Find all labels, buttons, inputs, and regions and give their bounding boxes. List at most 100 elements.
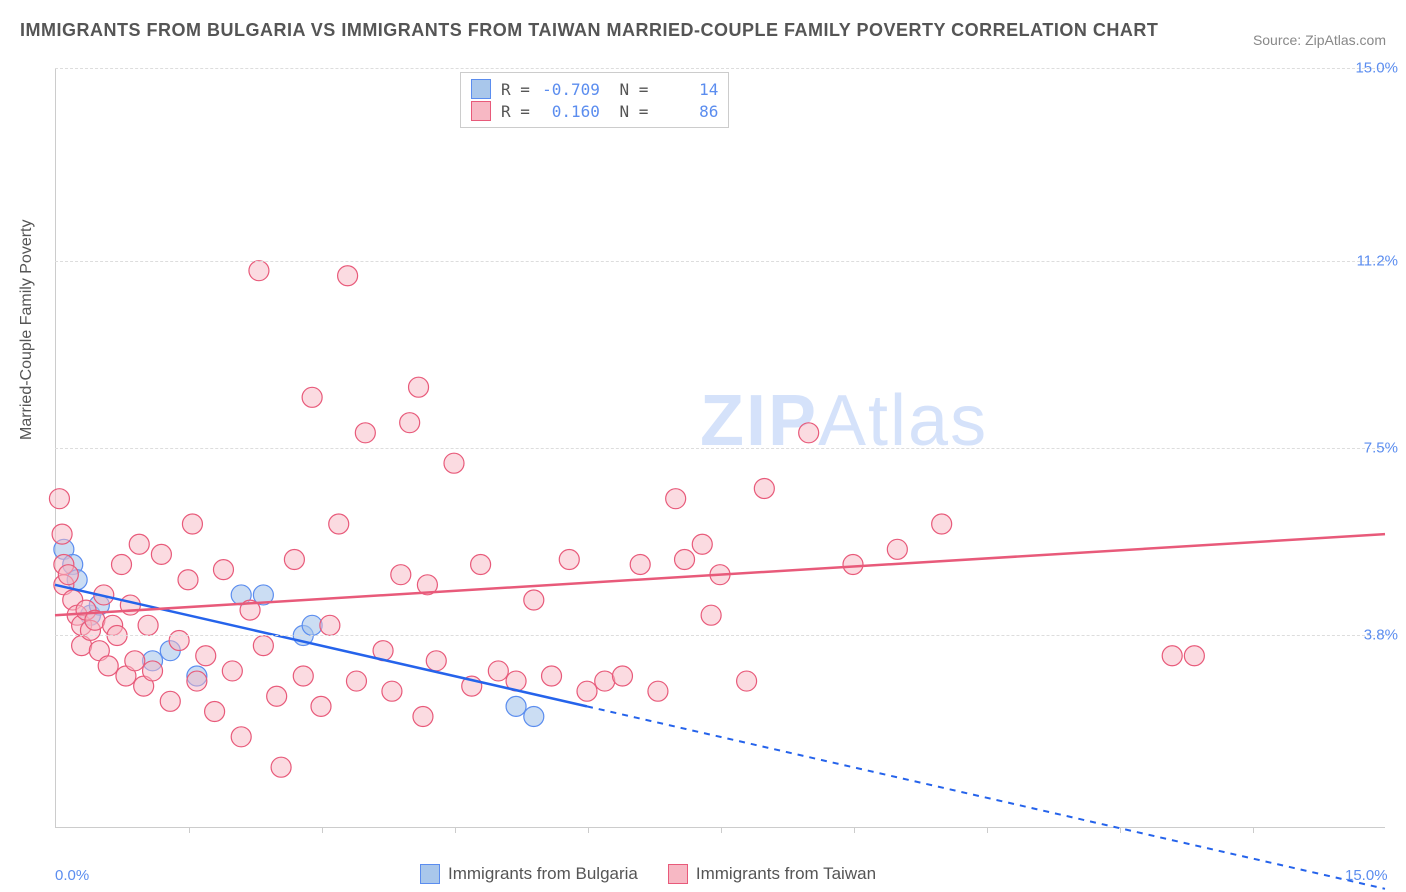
data-point	[355, 423, 375, 443]
data-point	[932, 514, 952, 534]
legend-swatch	[471, 101, 491, 121]
data-point	[284, 549, 304, 569]
stat-r-value: -0.709	[540, 80, 600, 99]
data-point	[612, 666, 632, 686]
data-point	[311, 696, 331, 716]
gridline	[55, 261, 1385, 262]
data-point	[293, 666, 313, 686]
data-point	[488, 661, 508, 681]
data-point	[160, 691, 180, 711]
data-point	[666, 489, 686, 509]
data-point	[329, 514, 349, 534]
data-point	[49, 489, 69, 509]
data-point	[843, 555, 863, 575]
data-point	[595, 671, 615, 691]
data-point	[444, 453, 464, 473]
data-point	[577, 681, 597, 701]
data-point	[409, 377, 429, 397]
data-point	[196, 646, 216, 666]
data-point	[701, 605, 721, 625]
correlation-legend: R = -0.709 N = 14 R = 0.160 N = 86	[460, 72, 729, 128]
data-point	[887, 539, 907, 559]
data-point	[382, 681, 402, 701]
stat-r-value: 0.160	[540, 102, 600, 121]
gridline	[55, 448, 1385, 449]
data-point	[559, 549, 579, 569]
data-point	[506, 696, 526, 716]
data-point	[524, 707, 544, 727]
data-point	[1184, 646, 1204, 666]
y-tick-label: 11.2%	[1357, 252, 1398, 269]
data-point	[302, 387, 322, 407]
y-axis-label: Married-Couple Family Poverty	[18, 219, 36, 440]
data-point	[187, 671, 207, 691]
data-point	[346, 671, 366, 691]
data-point	[249, 261, 269, 281]
data-point	[52, 524, 72, 544]
source-label: Source: ZipAtlas.com	[1253, 32, 1386, 48]
legend-swatch	[420, 864, 440, 884]
data-point	[125, 651, 145, 671]
data-point	[426, 651, 446, 671]
legend-swatch	[668, 864, 688, 884]
data-point	[253, 636, 273, 656]
regression-line-dashed	[587, 706, 1385, 888]
data-point	[151, 544, 171, 564]
legend-label: Immigrants from Bulgaria	[448, 864, 638, 884]
data-point	[98, 656, 118, 676]
x-tick-label: 0.0%	[55, 867, 89, 884]
x-tick-label: 15.0%	[1345, 867, 1388, 884]
data-point	[471, 555, 491, 575]
data-point	[213, 560, 233, 580]
legend-item: Immigrants from Taiwan	[668, 864, 876, 884]
y-tick-label: 3.8%	[1364, 627, 1398, 644]
data-point	[413, 707, 433, 727]
data-point	[205, 701, 225, 721]
regression-line	[55, 534, 1385, 615]
data-point	[178, 570, 198, 590]
y-tick-label: 15.0%	[1355, 60, 1398, 77]
data-point	[320, 615, 340, 635]
data-point	[143, 661, 163, 681]
gridline	[55, 635, 1385, 636]
data-point	[58, 565, 78, 585]
data-point	[400, 413, 420, 433]
stat-n-value: 14	[658, 80, 718, 99]
data-point	[1162, 646, 1182, 666]
legend-stat-row: R = 0.160 N = 86	[471, 101, 718, 121]
data-point	[231, 727, 251, 747]
data-point	[754, 479, 774, 499]
data-point	[222, 661, 242, 681]
stat-n-value: 86	[658, 102, 718, 121]
data-point	[138, 615, 158, 635]
data-point	[169, 631, 189, 651]
stat-r-label: R =	[501, 80, 530, 99]
legend-swatch	[471, 79, 491, 99]
chart-title: IMMIGRANTS FROM BULGARIA VS IMMIGRANTS F…	[20, 20, 1158, 41]
data-point	[338, 266, 358, 286]
data-point	[182, 514, 202, 534]
data-point	[630, 555, 650, 575]
series-legend: Immigrants from Bulgaria Immigrants from …	[420, 864, 876, 884]
stat-n-label: N =	[610, 80, 649, 99]
data-point	[267, 686, 287, 706]
data-point	[648, 681, 668, 701]
data-point	[391, 565, 411, 585]
data-point	[542, 666, 562, 686]
data-point	[799, 423, 819, 443]
data-point	[524, 590, 544, 610]
data-point	[271, 757, 291, 777]
data-point	[129, 534, 149, 554]
data-point	[302, 615, 322, 635]
y-tick-label: 7.5%	[1364, 440, 1398, 457]
stat-r-label: R =	[501, 102, 530, 121]
stat-n-label: N =	[610, 102, 649, 121]
data-point	[692, 534, 712, 554]
legend-stat-row: R = -0.709 N = 14	[471, 79, 718, 99]
legend-label: Immigrants from Taiwan	[696, 864, 876, 884]
gridline	[55, 68, 1385, 69]
data-point	[737, 671, 757, 691]
data-point	[675, 549, 695, 569]
data-point	[112, 555, 132, 575]
legend-item: Immigrants from Bulgaria	[420, 864, 638, 884]
